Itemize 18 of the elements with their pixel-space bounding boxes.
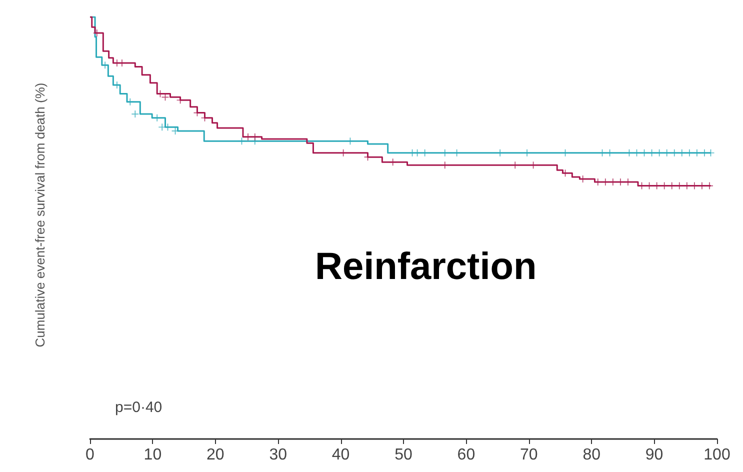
annotation: p=0·40 <box>115 399 162 416</box>
point <box>244 133 252 140</box>
x-tick-label: 70 <box>520 446 538 464</box>
x-tick-label: 50 <box>394 446 412 464</box>
x-tick-label: 30 <box>269 446 288 464</box>
x-tick-label: 60 <box>457 446 476 464</box>
point <box>132 110 139 118</box>
x-tick-label: 100 <box>704 446 730 464</box>
y-axis-title: Cumulative event-free survival from death (%) <box>32 82 48 348</box>
x-tick-label: 0 <box>86 446 95 464</box>
x-tick-label: 20 <box>206 446 224 464</box>
point <box>389 158 396 166</box>
x-tick-label: 10 <box>144 446 162 464</box>
x-tick-label: 90 <box>645 446 664 464</box>
annotation: Reinfarction <box>315 246 537 288</box>
x-tick-label: 80 <box>582 446 601 464</box>
x-tick-label: 40 <box>332 446 350 464</box>
point <box>251 133 258 140</box>
